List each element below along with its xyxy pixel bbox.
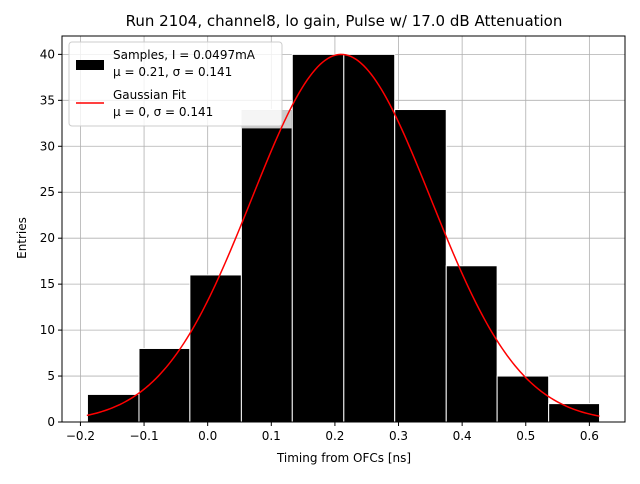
y-axis-label: Entries [15, 217, 29, 259]
x-axis-label: Timing from OFCs [ns] [276, 451, 411, 465]
x-tick-label: 0.2 [325, 429, 344, 443]
histogram-bar-3 [240, 109, 293, 423]
legend-fit-label: Gaussian Fit [113, 88, 186, 102]
y-tick-label: 0 [47, 415, 55, 429]
histogram-bar-4 [291, 53, 345, 423]
axes-layer [61, 35, 626, 423]
y-tick-label: 20 [40, 231, 55, 245]
x-tick-label: 0.6 [580, 429, 599, 443]
legend-box [68, 41, 283, 127]
histogram-bar-5 [343, 53, 396, 423]
fit-layer [86, 53, 600, 417]
y-tick-label: 5 [47, 369, 55, 383]
ticks-layer: −0.2 −0.1 0.0 0.1 0.2 0.3 0.4 0.5 0.6 0 5 10 15 20 25 3… [40, 47, 599, 443]
x-tick-label: 0.4 [453, 429, 472, 443]
x-tick-label: 0.0 [198, 429, 217, 443]
chart-title: Run 2104, channel8, lo gain, Pulse w/ 17… [126, 12, 563, 30]
x-tick-label: 0.3 [389, 429, 408, 443]
y-tick-label: 35 [40, 93, 55, 107]
legend-samples-stats: μ = 0.21, σ = 0.141 [113, 65, 232, 79]
legend-samples-swatch [76, 60, 104, 70]
x-tick-label: −0.2 [66, 429, 95, 443]
histogram-bar-2 [189, 274, 242, 423]
histogram-bar-6 [394, 109, 447, 423]
histogram-bar-9 [548, 403, 601, 423]
gaussian-fit-line [86, 53, 600, 417]
y-tick-label: 25 [40, 185, 55, 199]
histogram-bar-8 [496, 375, 550, 423]
legend: Samples, I = 0.0497mA μ = 0.21, σ = 0.14… [68, 41, 283, 127]
y-tick-label: 30 [40, 139, 55, 153]
histogram-bar-7 [445, 265, 498, 423]
y-tick-label: 10 [40, 323, 55, 337]
legend-samples-label: Samples, I = 0.0497mA [113, 48, 256, 62]
histogram-bar-1 [138, 347, 191, 423]
legend-fit-stats: μ = 0, σ = 0.141 [113, 105, 213, 119]
x-tick-label: 0.5 [516, 429, 535, 443]
x-tick-label: 0.1 [262, 429, 281, 443]
y-tick-label: 15 [40, 277, 55, 291]
bars-layer [86, 53, 601, 423]
x-tick-label: −0.1 [129, 429, 158, 443]
y-tick-label: 40 [40, 47, 55, 61]
plot-frame [61, 35, 626, 423]
